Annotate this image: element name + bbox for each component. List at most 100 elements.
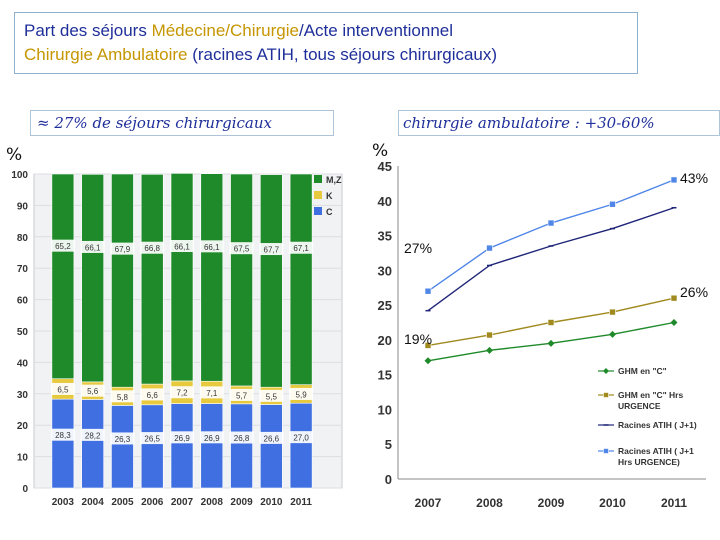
data-label-box xyxy=(199,240,224,253)
annotation-43: 43% xyxy=(680,170,709,186)
x-tick-label: 2009 xyxy=(230,497,253,508)
bar-segment-mz xyxy=(200,173,224,382)
x-tick-label: 2011 xyxy=(290,497,312,508)
data-point xyxy=(547,319,555,326)
legend-label: C xyxy=(326,207,333,217)
legend-label: Racines ATIH ( J+1 xyxy=(618,446,694,456)
y-tick-label: 10 xyxy=(17,453,29,464)
bar-segment-c xyxy=(81,399,104,489)
data-point xyxy=(424,342,432,349)
title-highlight: Chirurgie Ambulatoire xyxy=(24,45,188,64)
legend-swatch xyxy=(314,207,322,215)
y-tick-label: 45 xyxy=(378,159,392,174)
legend-label: M,Z xyxy=(326,175,342,185)
data-point xyxy=(486,331,493,339)
title-text: (racines ATIH, tous séjours chirurgicaux… xyxy=(187,45,498,64)
data-label-box xyxy=(50,239,75,252)
title-box: Part des séjours Médecine/Chirurgie/Acte… xyxy=(14,12,638,74)
data-label-box xyxy=(50,382,75,395)
y-tick-label: 5 xyxy=(385,437,392,452)
bar-segment-c xyxy=(260,404,283,489)
bar-segment-mz xyxy=(230,173,253,387)
data-label-box xyxy=(229,242,254,255)
caption-right: chirurgie ambulatoire : +30-60% xyxy=(398,110,720,136)
data-label-box xyxy=(289,431,314,444)
data-label-box xyxy=(259,389,284,402)
x-tick-label: 2009 xyxy=(538,496,565,510)
data-label: 66,1 xyxy=(85,243,101,252)
data-label-box xyxy=(229,431,254,444)
data-label-box xyxy=(140,388,165,401)
data-label: 5,8 xyxy=(117,393,129,402)
bar-segment-c xyxy=(140,404,164,489)
data-label: 28,3 xyxy=(55,431,71,440)
line-chart: 0 5 10 15 20 25 30 35 40 45 2007 2008 2009 2010 2011 GH… xyxy=(368,156,716,528)
legend-label: Racines ATIH ( J+1) xyxy=(618,420,697,430)
title-highlight: Médecine/Chirurgie xyxy=(151,21,299,40)
annotation-27: 27% xyxy=(404,240,433,256)
data-label: 6,6 xyxy=(147,391,159,400)
legend-label: K xyxy=(326,191,333,201)
title-text: Part des séjours xyxy=(24,21,152,40)
y-tick-label: 40 xyxy=(17,358,29,369)
title-line-1: Part des séjours Médecine/Chirurgie/Acte… xyxy=(24,21,453,41)
legend-label: Hrs URGENCE) xyxy=(618,457,680,467)
data-label: 7,1 xyxy=(206,389,218,398)
data-label: 65,2 xyxy=(55,242,71,251)
y-tick-label: 70 xyxy=(17,264,29,275)
bar-segment-mz xyxy=(111,173,134,388)
y-tick-label: 30 xyxy=(17,390,29,401)
data-label: 66,8 xyxy=(144,244,160,253)
data-point xyxy=(670,294,678,302)
data-point xyxy=(609,330,616,338)
bar-segment-c xyxy=(111,405,134,489)
x-tick-label: 2008 xyxy=(476,496,503,510)
bar-segment-mz xyxy=(260,174,283,388)
y-tick-label: 60 xyxy=(17,296,29,307)
annotation-26: 26% xyxy=(680,284,709,300)
data-label: 66,1 xyxy=(204,243,220,252)
y-tick-label: 30 xyxy=(378,263,392,278)
x-tick-label: 2004 xyxy=(82,497,105,508)
data-label: 28,2 xyxy=(85,431,101,440)
legend-label: GHM en "C" xyxy=(618,366,667,376)
data-point xyxy=(424,357,432,365)
data-label-box xyxy=(170,386,194,399)
y-tick-label: 0 xyxy=(385,472,392,487)
title-line-2: Chirurgie Ambulatoire (racines ATIH, tou… xyxy=(24,45,497,65)
y-tick-label: 100 xyxy=(11,170,28,181)
bar-segment-c xyxy=(230,403,253,489)
y-tick-label: 20 xyxy=(17,421,29,432)
legend-label: URGENCE xyxy=(618,401,661,411)
data-label-box xyxy=(110,432,135,445)
data-label-box xyxy=(80,428,105,441)
data-label: 26,9 xyxy=(174,434,190,443)
bar-segment-mz xyxy=(51,173,75,380)
x-tick-label: 2010 xyxy=(599,496,626,510)
y-tick-label: 40 xyxy=(378,194,392,209)
legend-swatch xyxy=(314,175,322,183)
data-label: 67,7 xyxy=(264,246,280,255)
bar-segment-mz xyxy=(81,174,104,383)
y-tick-label: 25 xyxy=(378,298,392,313)
data-label: 26,5 xyxy=(144,435,160,444)
x-tick-label: 2011 xyxy=(661,496,687,510)
bar-segment-mz xyxy=(170,173,194,382)
data-label: 7,2 xyxy=(176,389,188,398)
data-label-box xyxy=(170,240,194,253)
data-label-box xyxy=(110,390,135,403)
data-label-box xyxy=(140,432,165,445)
data-label: 67,5 xyxy=(234,245,250,254)
data-point xyxy=(670,319,678,326)
data-label-box xyxy=(199,386,224,399)
x-tick-label: 2008 xyxy=(201,497,224,508)
bar-segment-c xyxy=(200,403,224,489)
title-text: /Acte interventionnel xyxy=(298,21,454,40)
y-tick-label: 0 xyxy=(22,484,28,495)
data-label-box xyxy=(289,241,314,254)
bar-segment-c xyxy=(51,398,75,489)
y-tick-label: 80 xyxy=(17,233,29,244)
data-label-box xyxy=(140,241,165,254)
bar-segment-c xyxy=(170,403,194,489)
x-tick-label: 2007 xyxy=(171,497,194,508)
